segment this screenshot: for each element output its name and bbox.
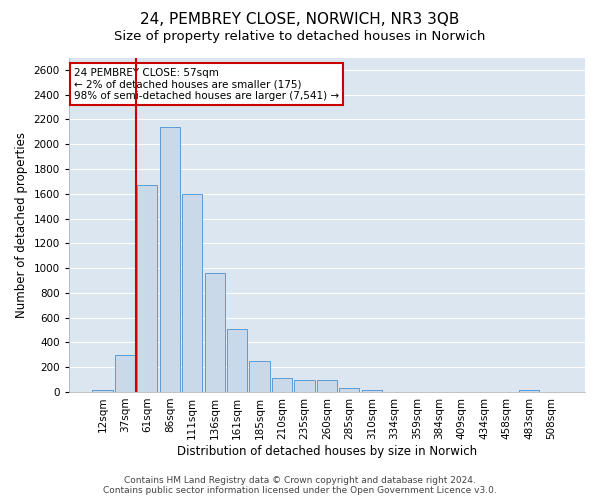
Bar <box>295 380 314 392</box>
Text: 24 PEMBREY CLOSE: 57sqm
← 2% of detached houses are smaller (175)
98% of semi-de: 24 PEMBREY CLOSE: 57sqm ← 2% of detached… <box>74 68 339 100</box>
Bar <box>519 390 539 392</box>
Bar <box>250 361 269 392</box>
Bar <box>272 378 292 392</box>
Bar <box>339 388 359 392</box>
Y-axis label: Number of detached properties: Number of detached properties <box>15 132 28 318</box>
Bar <box>137 185 157 392</box>
Text: 24, PEMBREY CLOSE, NORWICH, NR3 3QB: 24, PEMBREY CLOSE, NORWICH, NR3 3QB <box>140 12 460 28</box>
Bar <box>160 127 180 392</box>
Bar <box>182 194 202 392</box>
X-axis label: Distribution of detached houses by size in Norwich: Distribution of detached houses by size … <box>177 444 477 458</box>
Bar <box>205 273 225 392</box>
Text: Size of property relative to detached houses in Norwich: Size of property relative to detached ho… <box>115 30 485 43</box>
Text: Contains public sector information licensed under the Open Government Licence v3: Contains public sector information licen… <box>103 486 497 495</box>
Bar <box>227 329 247 392</box>
Bar <box>115 356 135 392</box>
Bar <box>362 390 382 392</box>
Bar <box>92 390 113 392</box>
Bar <box>317 380 337 392</box>
Text: Contains HM Land Registry data © Crown copyright and database right 2024.: Contains HM Land Registry data © Crown c… <box>124 476 476 485</box>
